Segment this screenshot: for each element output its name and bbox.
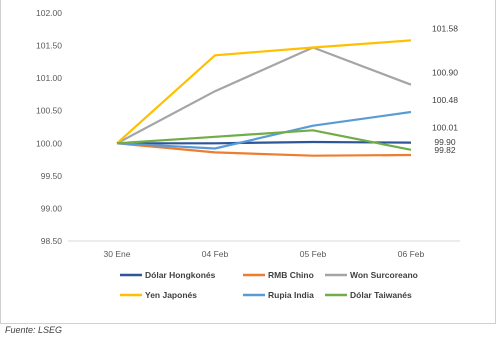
legend-item: Won Surcoreano [325, 270, 418, 280]
legend-label: Dólar Taiwanés [350, 290, 412, 300]
data-label: 101.58 [432, 23, 458, 33]
series-line-4 [116, 110, 412, 150]
series-line-2 [116, 46, 412, 145]
legend: Dólar Hongkonés RMB Chino Won Surcoreano Ye… [120, 270, 418, 300]
data-label: 99.90 [434, 137, 456, 147]
x-tick-label: 06 Feb [398, 249, 425, 259]
end-labels: 100.01 99.82 100.90 101.58 100.48 99.90 [432, 23, 458, 155]
legend-item: RMB Chino [243, 270, 314, 280]
data-label: 100.90 [432, 68, 458, 78]
series-line-1 [116, 142, 412, 157]
y-tick-label: 99.00 [41, 203, 63, 213]
legend-item: Rupia India [243, 290, 314, 300]
line-chart: 98.50 99.00 99.50 100.00 100.50 101.00 101.50 1… [36, 8, 460, 300]
series-line-0 [117, 140, 412, 145]
legend-item: Dólar Taiwanés [325, 290, 412, 300]
legend-item: Dólar Hongkonés [120, 270, 216, 280]
y-tick-label: 99.50 [41, 171, 63, 181]
data-label: 99.82 [434, 145, 456, 155]
legend-label: Rupia India [268, 290, 314, 300]
y-tick-label: 101.00 [36, 73, 62, 83]
legend-label: RMB Chino [268, 270, 314, 280]
y-tick-label: 101.50 [36, 41, 62, 51]
source-note: Fuente: LSEG [5, 325, 63, 335]
y-tick-label: 100.00 [36, 138, 62, 148]
series-line-3 [116, 39, 412, 145]
data-label: 100.48 [432, 95, 458, 105]
legend-item: Yen Japonés [120, 290, 197, 300]
legend-label: Yen Japonés [145, 290, 197, 300]
y-tick-label: 102.00 [36, 8, 62, 18]
y-axis: 98.50 99.00 99.50 100.00 100.50 101.00 101.50 1… [36, 8, 62, 246]
legend-label: Dólar Hongkonés [145, 270, 216, 280]
x-tick-label: 30 Ene [104, 249, 131, 259]
data-label: 100.01 [432, 123, 458, 133]
x-tick-label: 05 Feb [300, 249, 327, 259]
y-tick-label: 100.50 [36, 106, 62, 116]
series-line-5 [116, 129, 412, 151]
legend-label: Won Surcoreano [350, 270, 418, 280]
x-tick-label: 04 Feb [202, 249, 229, 259]
x-axis: 30 Ene 04 Feb 05 Feb 06 Feb [68, 240, 460, 259]
series-lines [116, 39, 412, 157]
y-tick-label: 98.50 [41, 236, 63, 246]
